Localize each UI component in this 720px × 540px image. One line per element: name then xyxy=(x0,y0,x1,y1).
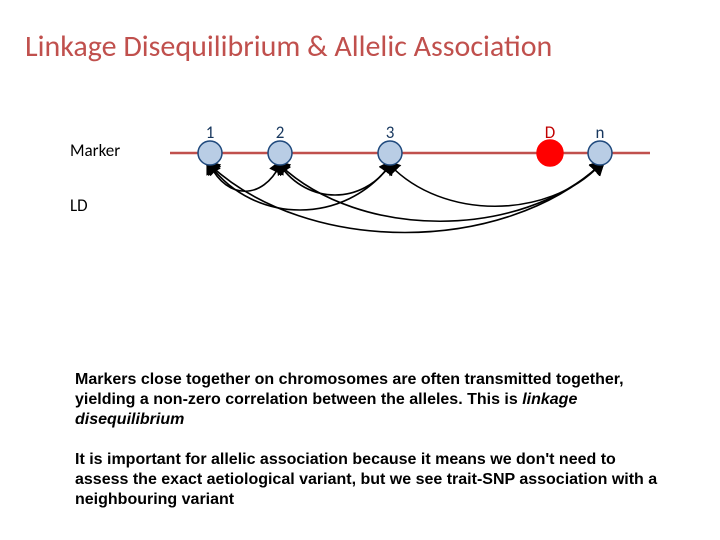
marker-label-1: 1 xyxy=(206,122,215,143)
paragraph-2: It is important for allelic association … xyxy=(75,450,665,510)
marker-label-2: 2 xyxy=(276,122,285,143)
ld-arc xyxy=(210,165,390,210)
ld-arc xyxy=(210,165,600,233)
marker-label-n: n xyxy=(596,122,605,143)
snp-marker xyxy=(198,141,222,165)
marker-label-3: 3 xyxy=(386,122,395,143)
ld-arc xyxy=(280,165,390,195)
label-ld: LD xyxy=(70,195,88,216)
snp-marker xyxy=(378,141,402,165)
snp-marker xyxy=(588,141,612,165)
label-marker: Marker xyxy=(70,140,120,161)
ld-arc xyxy=(280,165,600,221)
marker-label-D: D xyxy=(545,122,555,143)
paragraph-1: Markers close together on chromosomes ar… xyxy=(75,370,665,430)
diagram-svg xyxy=(170,120,650,290)
ld-diagram: 1 2 3 Dn xyxy=(170,120,650,290)
disease-marker xyxy=(537,140,563,166)
slide-title: Linkage Disequilibrium & Allelic Associa… xyxy=(25,28,552,65)
snp-marker xyxy=(268,141,292,165)
ld-arc xyxy=(390,165,600,206)
